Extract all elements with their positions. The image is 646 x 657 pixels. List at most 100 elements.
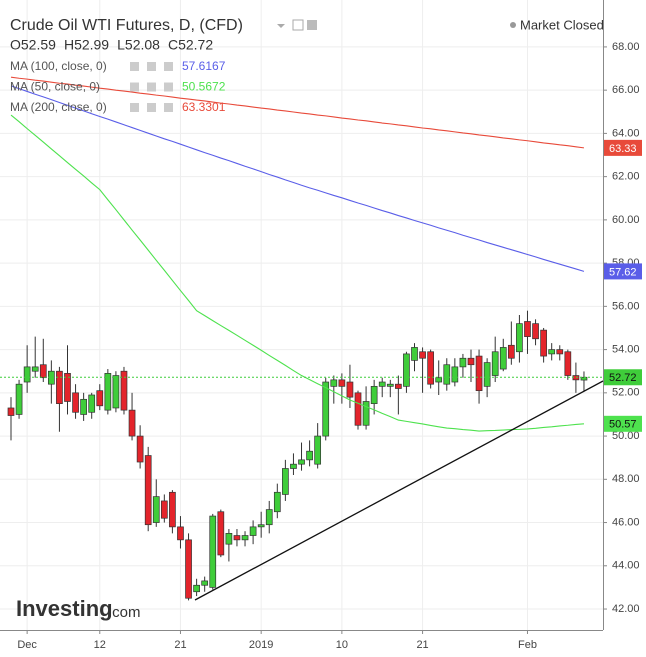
candle-body [354, 392, 362, 426]
legend-icon [147, 103, 156, 112]
settings-icon[interactable] [307, 20, 317, 30]
y-tick-label: 48.00 [612, 473, 640, 485]
candle-body [273, 491, 281, 513]
candle-body [193, 584, 200, 593]
x-tick-label: Feb [518, 639, 537, 651]
candle-body [524, 321, 531, 337]
candle-body [491, 351, 499, 376]
candle-body [257, 524, 265, 528]
candle-body [427, 351, 434, 385]
candle-body [395, 383, 402, 389]
y-tick-label: 62.00 [612, 171, 640, 183]
price-tag-label: 52.72 [609, 372, 637, 384]
legend-name: MA (200, close, 0) [10, 100, 107, 114]
candle-body [378, 381, 386, 387]
candle-body [403, 353, 410, 387]
ohlc-value: 52.08 [125, 37, 160, 53]
candle-body [459, 357, 467, 368]
candle-body [72, 392, 79, 413]
candle-body [64, 373, 71, 402]
ohlc-letter: H [64, 37, 74, 53]
candle-body [564, 351, 572, 376]
candle-body [386, 383, 394, 387]
candle-body [330, 379, 338, 387]
ma-line [10, 114, 585, 432]
status-dot [510, 22, 516, 28]
candle-body [483, 362, 491, 387]
candle-body [112, 375, 120, 409]
x-tick-label: 21 [416, 639, 428, 651]
legend-name: MA (50, close, 0) [10, 80, 100, 94]
candle-body [516, 323, 523, 353]
ohlc-letter: L [117, 37, 125, 53]
candle-body [475, 355, 483, 392]
price-tag [604, 263, 642, 280]
y-tick-label: 52.00 [612, 387, 640, 399]
ohlc-value: 52.59 [21, 37, 56, 53]
candle-body [540, 329, 547, 357]
legend-icon [164, 103, 173, 112]
price-tag-label: 63.33 [609, 143, 637, 155]
candle-body [298, 459, 305, 465]
legend-icon [130, 62, 139, 71]
legend-value: 63.3301 [182, 100, 226, 114]
candle-body [39, 364, 47, 379]
candle-body [499, 347, 507, 370]
candle-body [346, 381, 354, 398]
candle-body [31, 366, 39, 372]
y-tick-label: 68.00 [612, 41, 640, 53]
candle-body [370, 385, 378, 404]
legend-name: MA (100, close, 0) [10, 59, 107, 73]
candle-body [185, 539, 192, 599]
ma-line [10, 85, 585, 272]
dropdown-icon[interactable] [277, 24, 285, 28]
legend-icon [130, 82, 139, 92]
candle-body [233, 535, 241, 541]
candle-body [225, 533, 233, 545]
candle-body [322, 381, 330, 437]
y-tick-label: 50.00 [612, 430, 640, 442]
candle-body [362, 401, 370, 426]
candle-body [209, 515, 217, 588]
price-tag [604, 415, 642, 432]
chart-title: Crude Oil WTI Futures, D, (CFD) [10, 17, 243, 34]
candle-body [7, 407, 15, 416]
market-status: Market Closed [520, 17, 604, 32]
price-tag [604, 139, 642, 156]
candle-body [23, 366, 31, 383]
candle-body [265, 509, 273, 526]
candle-body [241, 535, 249, 541]
candle-body [128, 409, 136, 437]
trendline [194, 380, 604, 601]
candle-body [96, 390, 104, 407]
candle-body [290, 463, 297, 469]
candle-body [80, 398, 87, 415]
candle-body [201, 580, 209, 586]
plot [0, 76, 603, 601]
candle-body [152, 496, 160, 523]
ohlc-value: 52.99 [74, 37, 109, 53]
candle-body [580, 376, 588, 381]
y-tick-label: 66.00 [612, 84, 640, 96]
legend-icon [130, 103, 139, 112]
x-tick-label: 21 [174, 639, 186, 651]
legend: MA (100, close, 0) 57.6167 MA (50, close, … [10, 59, 226, 114]
candle-body [467, 357, 475, 366]
candle-body [548, 349, 556, 355]
legend-icon [164, 82, 173, 92]
y-tick-label: 56.00 [612, 300, 640, 312]
legend-icon [164, 62, 173, 71]
y-tick-label: 42.00 [612, 603, 640, 615]
candle-body [56, 370, 63, 404]
y-tick-label: 44.00 [612, 560, 640, 572]
x-tick-label: 12 [94, 639, 106, 651]
ohlc-row: O 52.59 H 52.99 L 52.08 C 52.72 [10, 37, 213, 53]
title-icons[interactable] [277, 19, 317, 31]
candle-body [88, 394, 96, 413]
candle-body [160, 500, 168, 519]
candle-body [169, 491, 176, 528]
eye-icon[interactable] [292, 19, 304, 31]
candle-body [411, 347, 418, 361]
